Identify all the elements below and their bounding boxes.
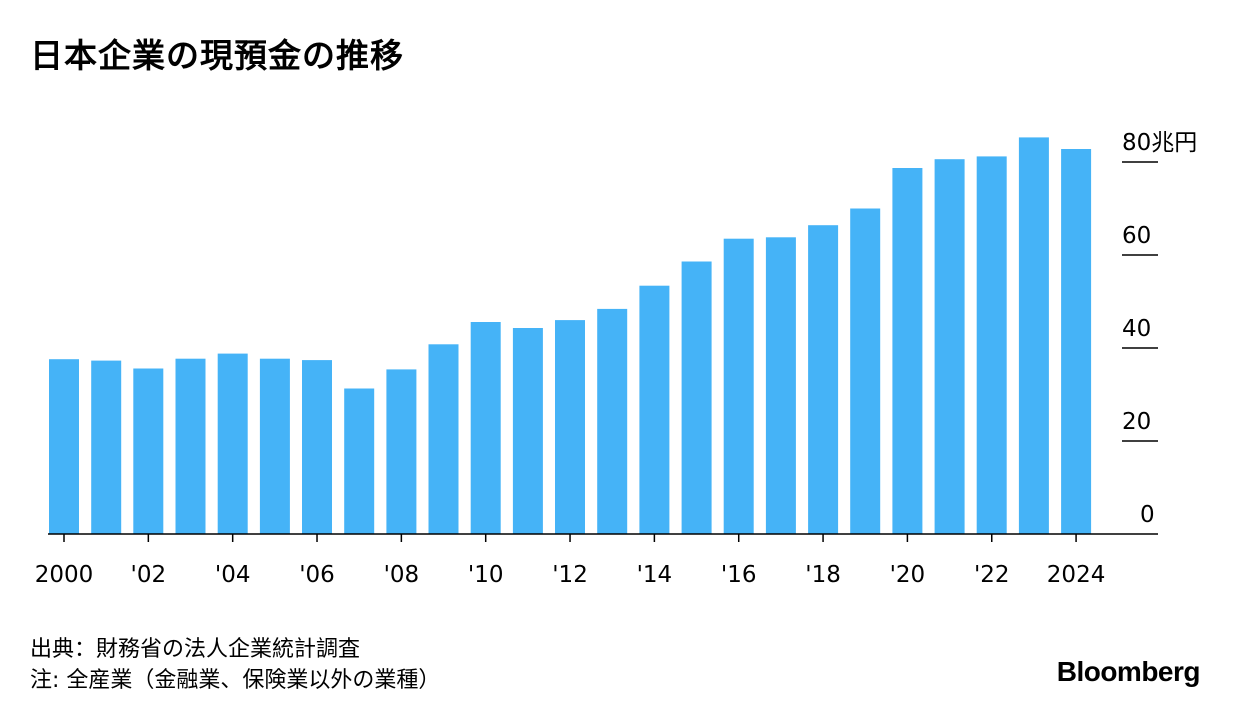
bar-2018 [808,225,839,534]
bloomberg-logo: Bloomberg [1056,656,1201,687]
y-tick-label-20: 20 [1122,409,1151,435]
y-tick-label-80: 80兆円 [1122,130,1197,156]
bar-2023 [1018,137,1049,534]
bar-2014 [639,285,670,534]
bar-2011 [512,328,543,534]
source-note: 出典：財務省の法人企業統計調査 [30,637,361,662]
x-tick-label-2018: '18 [805,562,841,588]
bar-2000 [49,359,79,534]
footnote: 出典：財務省の法人企業統計調査 注: 全産業（金融業、保険業以外の業種） [30,634,440,696]
bar-2003 [175,358,206,534]
x-tick-label-2012: '12 [552,562,588,588]
bar-2015 [681,261,712,534]
bar-2019 [850,208,881,534]
x-tick-label-2006: '06 [299,562,335,588]
bar-2021 [934,159,965,534]
x-axis: 2000 '02 '04 '06 '08 '10 '12 '14 '16 '18 '20 '22 202… [35,533,1158,588]
x-tick-label-2014: '14 [637,562,673,588]
bar-2009 [428,344,459,534]
bar-2020 [892,168,923,534]
bar-2007 [344,388,375,534]
x-tick-label-2024: 2024 [1047,562,1106,588]
x-tick-label-2020: '20 [890,562,926,588]
bar-2001 [91,360,122,534]
x-tick-label-2016: '16 [721,562,757,588]
scope-note: 注: 全産業（金融業、保険業以外の業種） [30,668,441,693]
bar-2010 [470,322,501,534]
bar-2004 [217,353,248,534]
bar-2002 [133,368,164,534]
x-tick-label-2000: 2000 [35,562,94,588]
x-tick-label-2022: '22 [974,562,1010,588]
bar-series [49,137,1092,535]
bar-2006 [302,360,332,534]
y-tick-label-60: 60 [1122,223,1151,249]
x-tick-label-2010: '10 [468,562,504,588]
y-axis: 0 20 40 60 80兆円 [1122,130,1197,528]
x-tick-label-2002: '02 [131,562,167,588]
bar-2022 [976,156,1007,534]
x-tick-label-2004: '04 [215,562,251,588]
bar-2012 [555,320,585,534]
chart-title: 日本企業の現預金の推移 [30,36,404,75]
bar-2016 [723,238,754,534]
bar-2013 [597,308,628,534]
x-tick-label-2008: '08 [384,562,420,588]
bar-2024 [1061,149,1092,534]
y-tick-label-0: 0 [1140,502,1155,528]
bar-2008 [386,369,417,534]
bar-2017 [765,237,796,535]
y-tick-label-40: 40 [1122,316,1151,342]
bar-2005 [259,358,290,534]
